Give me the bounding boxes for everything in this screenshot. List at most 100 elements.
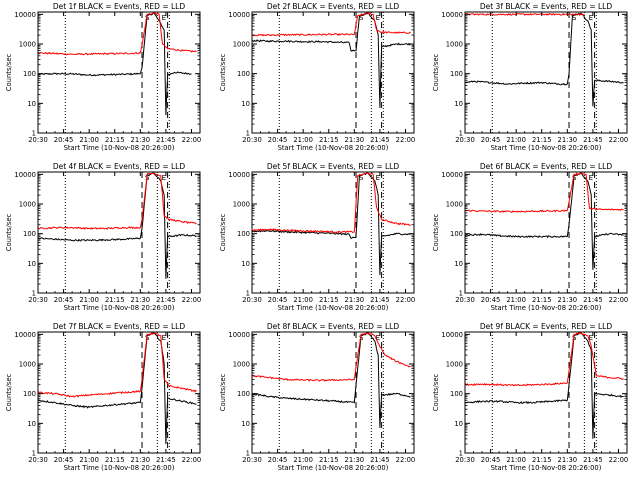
- x-tick-label: 22:00: [396, 136, 416, 144]
- y-tick-label: 10000: [228, 171, 250, 179]
- plot-frame: [464, 11, 628, 134]
- x-tick-label: 20:45: [481, 456, 501, 464]
- x-tick-label: 21:15: [319, 136, 339, 144]
- x-axis-label: Start Time (10-Nov-08 20:26:00): [278, 304, 389, 312]
- y-tick-label: 10: [241, 260, 250, 268]
- y-tick-label: 1: [32, 130, 36, 138]
- plot-frame: [37, 171, 201, 294]
- x-tick-label: 22:00: [609, 296, 629, 304]
- flag-label-E: E: [376, 334, 380, 342]
- y-tick-label: 1: [459, 130, 463, 138]
- x-tick-label: 22:00: [396, 456, 416, 464]
- series-lld-line: [465, 12, 585, 16]
- x-tick-label: 21:00: [79, 456, 99, 464]
- x-tick-label: 20:30: [242, 296, 262, 304]
- y-tick-label: 10: [27, 420, 36, 428]
- x-tick-label: 20:45: [54, 296, 74, 304]
- x-tick-label: 21:45: [156, 296, 176, 304]
- y-axis-label: Counts/sec: [5, 54, 13, 92]
- flag-label-S: S: [572, 174, 577, 182]
- x-tick-label: 21:30: [131, 456, 151, 464]
- series-lld-line: [465, 172, 624, 213]
- x-tick-label: 21:15: [105, 136, 125, 144]
- y-tick-label: 100: [23, 70, 36, 78]
- panel-title-8: Det 8f BLACK = Events, RED = LLD: [267, 322, 400, 331]
- x-axis-label: Start Time (10-Nov-08 20:26:00): [491, 304, 602, 312]
- y-tick-label: 10: [241, 100, 250, 108]
- chart-panel-3: Det 3f BLACK = Events, RED = LLD S E 1 10 100…: [432, 2, 628, 152]
- series-lld-line: [252, 172, 411, 234]
- y-tick-label: 100: [450, 70, 463, 78]
- x-tick-label: 21:30: [558, 296, 578, 304]
- flag-label-E: E: [376, 14, 380, 22]
- y-tick-label: 1000: [233, 41, 250, 49]
- y-tick-label: 10: [454, 260, 463, 268]
- x-tick-label: 21:15: [319, 456, 339, 464]
- flag-label-E: E: [162, 174, 166, 182]
- x-tick-label: 21:30: [345, 296, 365, 304]
- flag-label-S: S: [572, 14, 577, 22]
- y-axis-label: Counts/sec: [219, 54, 227, 92]
- x-tick-label: 20:45: [268, 136, 288, 144]
- y-tick-label: 1000: [19, 201, 36, 209]
- x-tick-label: 21:45: [583, 136, 603, 144]
- plot-frame: [464, 171, 628, 294]
- x-axis-label: Start Time (10-Nov-08 20:26:00): [64, 304, 175, 312]
- plot-frame: [251, 331, 415, 454]
- y-axis-label: Counts/sec: [5, 214, 13, 252]
- x-tick-label: 22:00: [182, 296, 202, 304]
- x-tick-label: 20:45: [54, 456, 74, 464]
- series-lld-line: [38, 12, 197, 56]
- series-events-line: [38, 332, 197, 445]
- x-tick-label: 21:45: [370, 136, 390, 144]
- chart-panel-9: Det 9f BLACK = Events, RED = LLD S E 1 10 100…: [432, 322, 628, 472]
- x-tick-label: 21:45: [370, 456, 390, 464]
- y-tick-label: 10000: [228, 11, 250, 19]
- flag-label-E: E: [589, 334, 593, 342]
- x-tick-label: 21:45: [583, 456, 603, 464]
- x-tick-label: 21:00: [293, 136, 313, 144]
- x-tick-label: 21:15: [532, 136, 552, 144]
- flag-label-S: S: [145, 174, 150, 182]
- y-tick-label: 1: [32, 450, 36, 458]
- panels-group: Det 1f BLACK = Events, RED = LLD S E 1 10 100…: [5, 2, 628, 472]
- x-tick-label: 22:00: [182, 456, 202, 464]
- panel-title-1: Det 1f BLACK = Events, RED = LLD: [53, 2, 186, 11]
- y-tick-label: 100: [237, 390, 250, 398]
- flag-label-E: E: [589, 174, 593, 182]
- y-tick-label: 1000: [446, 361, 463, 369]
- flag-label-S: S: [359, 334, 364, 342]
- y-tick-label: 1: [32, 290, 36, 298]
- flag-label-E: E: [589, 14, 593, 22]
- plot-frame: [37, 11, 201, 134]
- x-tick-label: 21:15: [532, 456, 552, 464]
- y-tick-label: 1000: [233, 201, 250, 209]
- series-events-line: [252, 172, 411, 276]
- x-tick-label: 20:30: [28, 296, 48, 304]
- x-tick-label: 20:30: [455, 296, 475, 304]
- y-tick-label: 1000: [446, 41, 463, 49]
- x-tick-label: 21:45: [156, 456, 176, 464]
- y-axis-label: Counts/sec: [432, 374, 440, 412]
- plot-frame: [251, 11, 415, 134]
- y-tick-label: 10000: [228, 331, 250, 339]
- y-tick-label: 10: [454, 100, 463, 108]
- chart-panel-1: Det 1f BLACK = Events, RED = LLD S E 1 10 100…: [5, 2, 201, 152]
- y-axis-label: Counts/sec: [432, 214, 440, 252]
- x-tick-label: 21:00: [293, 456, 313, 464]
- x-tick-label: 21:45: [156, 136, 176, 144]
- y-axis-label: Counts/sec: [5, 374, 13, 412]
- y-axis-label: Counts/sec: [219, 214, 227, 252]
- panel-title-6: Det 6f BLACK = Events, RED = LLD: [480, 162, 613, 171]
- series-lld-line: [252, 332, 411, 382]
- series-events-line: [38, 12, 192, 116]
- y-tick-label: 10000: [14, 11, 36, 19]
- x-tick-label: 21:30: [558, 136, 578, 144]
- series-events-line: [465, 172, 624, 270]
- x-axis-label: Start Time (10-Nov-08 20:26:00): [491, 144, 602, 152]
- x-tick-label: 21:15: [319, 296, 339, 304]
- x-tick-label: 20:30: [242, 136, 262, 144]
- flag-label-S: S: [145, 334, 150, 342]
- y-tick-label: 1: [459, 450, 463, 458]
